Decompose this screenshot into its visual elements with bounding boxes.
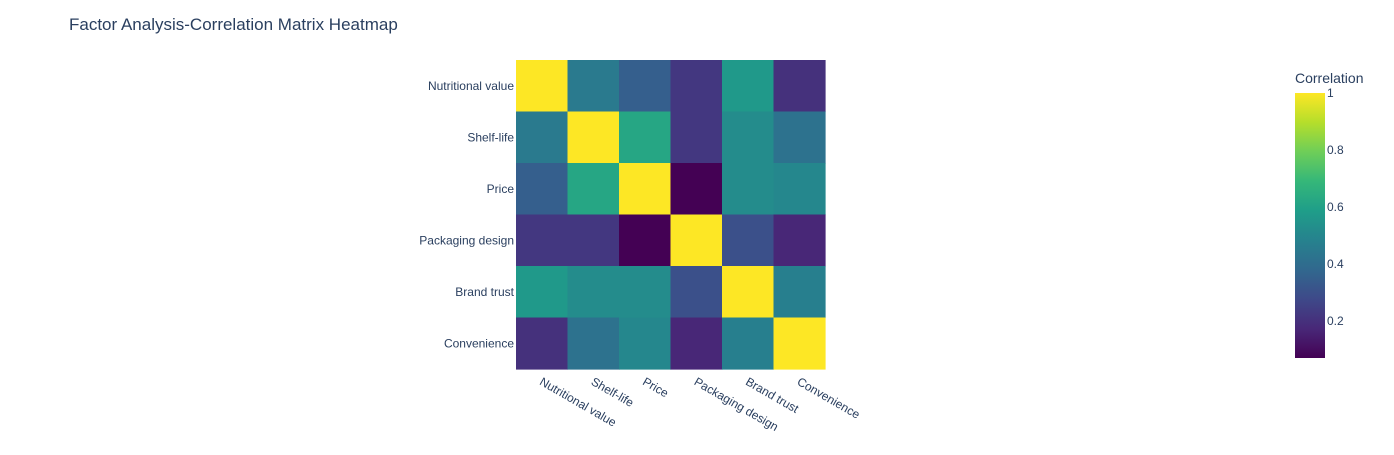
heatmap-cell-brand-trust-packaging-design (670, 266, 723, 319)
heatmap-cell-price-nutritional-value (516, 163, 569, 216)
heatmap-cell-shelf-life-packaging-design (670, 111, 723, 164)
heatmap-cell-nutritional-value-nutritional-value (516, 60, 569, 113)
y-tick-label-packaging-design: Packaging design (419, 233, 514, 247)
colorbar-tick-label: 0.8 (1327, 143, 1344, 157)
heatmap-cell-nutritional-value-convenience (773, 60, 826, 113)
colorbar-tick-label: 1 (1327, 86, 1334, 100)
heatmap-cell-shelf-life-nutritional-value (516, 111, 569, 164)
heatmap-cell-brand-trust-brand-trust (722, 266, 775, 319)
heatmap-cell-shelf-life-convenience (773, 111, 826, 164)
heatmap-cell-brand-trust-nutritional-value (516, 266, 569, 319)
heatmap-cell-packaging-design-brand-trust (722, 214, 775, 267)
x-tick-label-price: Price (640, 374, 671, 400)
heatmap-cell-shelf-life-price (619, 111, 672, 164)
y-axis-tick-labels: Nutritional value Shelf-life Price Packagin… (419, 79, 514, 351)
heatmap-cell-brand-trust-convenience (773, 266, 826, 319)
heatmap-cell-brand-trust-price (619, 266, 672, 319)
heatmap-cell-brand-trust-shelf-life (567, 266, 620, 319)
y-tick-label-convenience: Convenience (444, 336, 514, 350)
heatmap-cell-packaging-design-nutritional-value (516, 214, 569, 267)
heatmap-cell-convenience-packaging-design (670, 317, 723, 370)
heatmap-cell-price-brand-trust (722, 163, 775, 216)
heatmap-cell-shelf-life-brand-trust (722, 111, 775, 164)
heatmap-cell-price-shelf-life (567, 163, 620, 216)
heatmap-cell-price-price (619, 163, 672, 216)
y-tick-label-price: Price (487, 182, 515, 196)
heatmap-cell-packaging-design-convenience (773, 214, 826, 267)
colorbar-tick-label: 0.6 (1327, 200, 1344, 214)
y-tick-label-shelf-life: Shelf-life (467, 130, 514, 144)
heatmap-cell-nutritional-value-price (619, 60, 672, 113)
colorbar-ticks: 0.2 0.4 0.6 0.8 1 (1327, 86, 1344, 328)
y-tick-label-nutritional-value: Nutritional value (428, 79, 514, 93)
heatmap-cell-packaging-design-shelf-life (567, 214, 620, 267)
heatmap-cell-convenience-shelf-life (567, 317, 620, 370)
heatmap-cell-packaging-design-packaging-design (670, 214, 723, 267)
heatmap-cells (516, 60, 826, 370)
colorbar-tick-label: 0.2 (1327, 314, 1344, 328)
heatmap-cell-nutritional-value-shelf-life (567, 60, 620, 113)
heatmap-cell-convenience-nutritional-value (516, 317, 569, 370)
heatmap-cell-price-packaging-design (670, 163, 723, 216)
colorbar (1295, 93, 1325, 358)
heatmap-cell-price-convenience (773, 163, 826, 216)
heatmap-cell-packaging-design-price (619, 214, 672, 267)
x-tick-label-convenience: Convenience (795, 374, 863, 421)
colorbar-tick-label: 0.4 (1327, 257, 1344, 271)
heatmap-cell-nutritional-value-packaging-design (670, 60, 723, 113)
colorbar-title: Correlation (1295, 70, 1363, 86)
heatmap-cell-shelf-life-shelf-life (567, 111, 620, 164)
heatmap-cell-convenience-convenience (773, 317, 826, 370)
y-tick-label-brand-trust: Brand trust (455, 285, 514, 299)
chart-title: Factor Analysis-Correlation Matrix Heatm… (69, 15, 398, 34)
heatmap-cell-nutritional-value-brand-trust (722, 60, 775, 113)
heatmap-cell-convenience-brand-trust (722, 317, 775, 370)
heatmap-cell-convenience-price (619, 317, 672, 370)
